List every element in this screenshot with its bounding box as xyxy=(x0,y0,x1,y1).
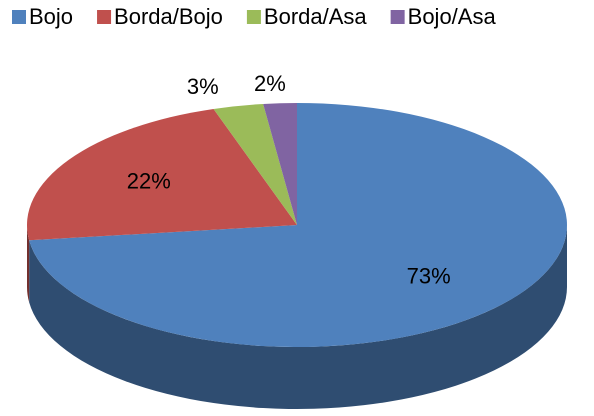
legend-swatch xyxy=(97,10,112,24)
data-label: 22% xyxy=(127,168,171,193)
pie-slice xyxy=(263,103,297,225)
pie-slice xyxy=(26,108,297,241)
data-label: 3% xyxy=(187,74,219,99)
data-label: 73% xyxy=(407,263,451,288)
pie-side xyxy=(27,225,30,303)
legend-label: Bojo xyxy=(29,4,73,29)
pie-side xyxy=(29,225,568,410)
legend-label: Borda/Bojo xyxy=(114,4,223,29)
pie-slice xyxy=(213,103,297,225)
legend-swatch xyxy=(390,10,405,24)
pie-slice xyxy=(29,103,567,347)
legend-swatch xyxy=(12,10,26,24)
data-label: 2% xyxy=(254,71,286,96)
legend-swatch xyxy=(246,10,261,24)
legend-label: Bojo/Asa xyxy=(408,4,497,29)
legend-label: Borda/Asa xyxy=(264,4,367,29)
